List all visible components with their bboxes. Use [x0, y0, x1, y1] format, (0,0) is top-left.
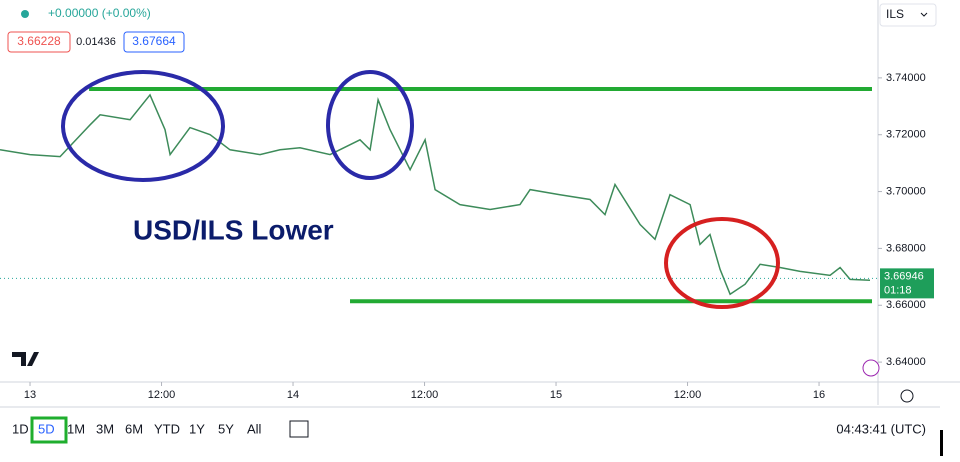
currency: ILS	[886, 7, 904, 21]
bid-box[interactable]	[7, 31, 71, 53]
range-button[interactable]: 5D	[38, 421, 55, 436]
x-tick-label: 12:00	[411, 389, 439, 401]
x-tick-label: 16	[813, 389, 825, 401]
status-dot	[21, 10, 29, 18]
ask: 3.67664	[132, 34, 176, 48]
range-button[interactable]: 3M	[96, 421, 114, 436]
y-tick-label: 3.68000	[886, 242, 926, 254]
cursor	[940, 430, 943, 456]
x-tick-label: 14	[287, 389, 299, 401]
event-icon[interactable]	[862, 359, 880, 377]
y-tick-label: 3.66000	[886, 299, 926, 311]
x-tick-label: 12:00	[148, 389, 176, 401]
x-tick-label: 15	[550, 389, 562, 401]
selected-range	[30, 416, 68, 444]
annotation-title: USD/ILS Lower	[133, 214, 334, 245]
last-price-tag	[880, 268, 934, 299]
calendar-icon[interactable]	[289, 420, 309, 438]
range-button[interactable]: YTD	[154, 421, 180, 436]
logo	[12, 352, 39, 366]
countdown: 01:18	[884, 284, 912, 296]
price-line	[0, 93, 871, 296]
range-button[interactable]: 1Y	[189, 421, 205, 436]
highlight-ellipse	[61, 70, 225, 182]
dropdown-arrow	[920, 12, 928, 17]
change: +0.00000 (+0.00%)	[48, 6, 151, 20]
last-price: 3.66946	[884, 270, 924, 282]
clock: 04:43:41 (UTC)	[836, 421, 926, 436]
y-tick-label: 3.70000	[886, 185, 926, 197]
highlight-ellipse	[664, 217, 780, 309]
range-button[interactable]: 5Y	[218, 421, 234, 436]
y-tick-label: 3.74000	[886, 72, 926, 84]
x-tick-label: 12:00	[674, 389, 702, 401]
y-tick-label: 3.72000	[886, 129, 926, 141]
range-button[interactable]: 1D	[12, 421, 29, 436]
highlight-ellipse	[326, 70, 414, 180]
range-button[interactable]: 1M	[67, 421, 85, 436]
range-button[interactable]: All	[247, 421, 262, 436]
bid: 3.66228	[17, 34, 61, 48]
currency-select[interactable]	[879, 3, 937, 27]
x-tick-label: 13	[24, 389, 36, 401]
ask-box[interactable]	[123, 31, 185, 53]
spread: 0.01436	[76, 36, 116, 48]
range-button[interactable]: 6M	[125, 421, 143, 436]
settings-icon[interactable]	[900, 389, 914, 403]
y-tick-label: 3.64000	[886, 356, 926, 368]
